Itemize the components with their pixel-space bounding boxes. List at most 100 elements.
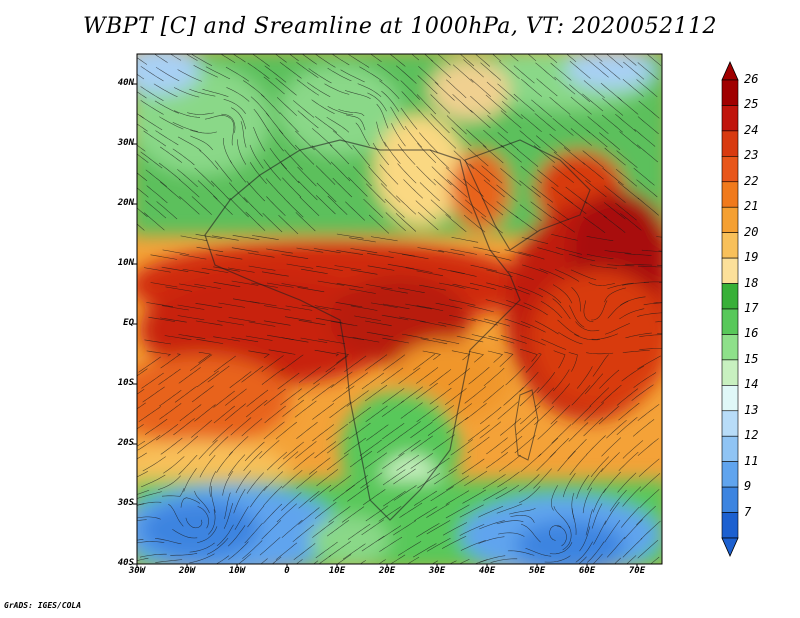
colorbar-swatch bbox=[721, 461, 739, 488]
streamline bbox=[534, 405, 555, 426]
streamline bbox=[591, 300, 608, 321]
streamline bbox=[505, 366, 526, 386]
streamline bbox=[434, 81, 455, 101]
streamline bbox=[445, 167, 467, 186]
streamline bbox=[424, 54, 434, 62]
streamline bbox=[161, 488, 185, 497]
streamline bbox=[507, 550, 535, 556]
streamline bbox=[220, 54, 236, 64]
streamline bbox=[241, 365, 264, 383]
streamline bbox=[229, 160, 247, 183]
streamline bbox=[569, 305, 585, 328]
colorbar-swatch bbox=[721, 232, 739, 259]
colorbar-label: 25 bbox=[744, 97, 759, 112]
streamline bbox=[587, 116, 609, 134]
streamline bbox=[416, 270, 444, 277]
streamline bbox=[451, 237, 479, 243]
streamline bbox=[146, 350, 172, 357]
streamline bbox=[520, 405, 541, 425]
streamline bbox=[492, 54, 502, 62]
streamline bbox=[399, 502, 423, 518]
streamline bbox=[520, 348, 538, 362]
streamline bbox=[615, 168, 638, 187]
streamline bbox=[622, 486, 641, 507]
streamline bbox=[283, 198, 304, 218]
streamline bbox=[370, 54, 382, 63]
streamline bbox=[216, 451, 234, 473]
streamline bbox=[483, 367, 505, 387]
streamline bbox=[415, 382, 438, 400]
streamline bbox=[571, 385, 591, 406]
streamline bbox=[430, 113, 450, 134]
streamline bbox=[583, 300, 594, 323]
streamline bbox=[533, 145, 555, 163]
streamline bbox=[148, 316, 176, 322]
streamline bbox=[249, 144, 264, 169]
streamline bbox=[445, 504, 470, 519]
streamline bbox=[363, 198, 384, 218]
streamline bbox=[315, 317, 343, 324]
streamline bbox=[391, 123, 406, 147]
streamline bbox=[470, 95, 491, 115]
streamline bbox=[137, 91, 147, 99]
streamline bbox=[576, 366, 593, 389]
colorbar-swatch bbox=[721, 512, 739, 539]
streamline bbox=[174, 386, 197, 403]
streamline bbox=[213, 390, 235, 408]
streamline bbox=[482, 474, 506, 490]
streamline bbox=[180, 497, 201, 508]
streamline bbox=[620, 507, 640, 528]
streamline bbox=[632, 419, 655, 437]
streamline bbox=[279, 112, 299, 133]
streamline bbox=[467, 147, 489, 167]
streamline bbox=[195, 320, 223, 326]
streamline bbox=[378, 559, 386, 564]
streamline bbox=[463, 59, 484, 78]
streamline bbox=[500, 168, 522, 186]
streamline bbox=[327, 195, 348, 215]
streamline bbox=[604, 520, 621, 543]
streamline bbox=[160, 437, 183, 455]
streamline bbox=[242, 540, 263, 559]
streamline bbox=[468, 366, 490, 385]
streamline bbox=[281, 354, 304, 372]
streamline bbox=[616, 388, 639, 406]
streamline bbox=[624, 519, 643, 540]
streamline bbox=[515, 416, 537, 436]
streamline bbox=[309, 484, 332, 503]
streamline bbox=[562, 526, 572, 551]
streamline bbox=[376, 121, 387, 147]
streamline bbox=[579, 526, 591, 552]
streamline bbox=[137, 424, 144, 430]
streamline bbox=[156, 201, 178, 220]
streamline bbox=[281, 519, 303, 538]
streamline bbox=[504, 249, 531, 257]
streamline bbox=[607, 282, 634, 290]
streamline bbox=[426, 520, 451, 535]
streamline bbox=[381, 314, 409, 321]
streamline bbox=[617, 181, 640, 200]
streamline bbox=[554, 269, 580, 282]
streamline bbox=[223, 503, 234, 529]
streamline bbox=[482, 145, 504, 164]
streamline bbox=[170, 54, 182, 61]
streamline bbox=[384, 198, 405, 218]
streamline bbox=[244, 522, 263, 544]
streamline bbox=[214, 160, 233, 182]
streamline bbox=[438, 268, 465, 274]
streamline bbox=[497, 471, 520, 488]
streamline bbox=[607, 264, 635, 267]
colorbar-top-arrow bbox=[721, 61, 739, 81]
streamline bbox=[604, 147, 626, 166]
streamline bbox=[513, 65, 535, 84]
streamline bbox=[298, 507, 320, 525]
streamline bbox=[575, 541, 593, 563]
streamline bbox=[263, 159, 282, 181]
streamline bbox=[249, 162, 267, 184]
streamline bbox=[446, 79, 467, 99]
streamline bbox=[617, 96, 639, 115]
streamline bbox=[450, 270, 477, 277]
streamline bbox=[366, 424, 389, 441]
streamline bbox=[154, 54, 168, 63]
streamline bbox=[398, 421, 421, 438]
